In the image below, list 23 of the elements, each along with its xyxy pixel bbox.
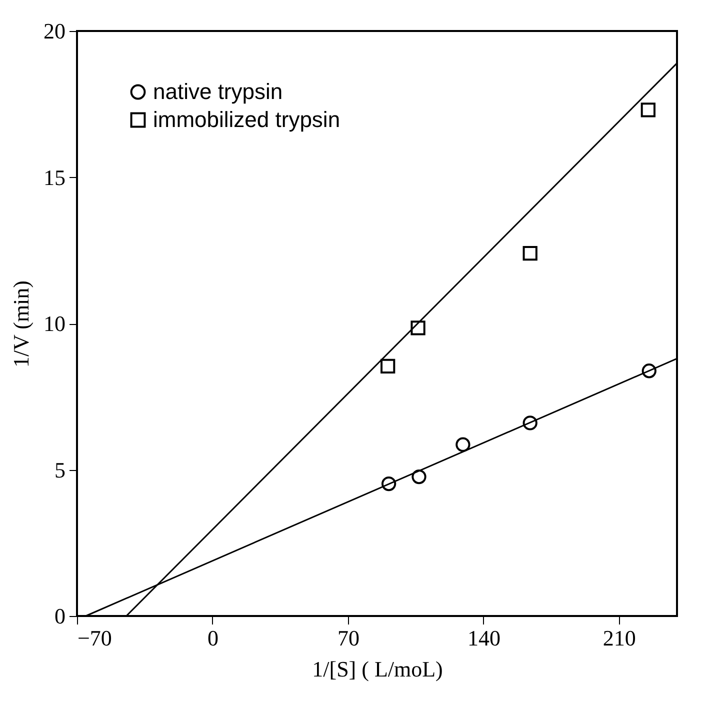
point — [410, 320, 426, 336]
x-tick-label: −70 — [78, 626, 112, 650]
point — [380, 358, 396, 374]
point — [381, 476, 396, 492]
y-tick-label: 15 — [44, 164, 66, 190]
legend-label: native trypsin — [153, 79, 283, 104]
legend-label: immobilized trypsin — [153, 107, 340, 132]
point — [412, 469, 426, 484]
point — [456, 437, 470, 452]
x-tick-label: 70 — [337, 626, 360, 650]
point — [522, 246, 538, 261]
y-axis-title: 1/V (min) — [8, 280, 34, 368]
x-tick-label: 210 — [602, 626, 636, 650]
x-tick-label: 140 — [467, 626, 500, 650]
y-tick-label: 0 — [54, 604, 66, 628]
y-tick-label: 10 — [44, 311, 66, 336]
y-tick-label: 5 — [54, 457, 66, 482]
point — [522, 416, 538, 430]
y-tick-label: 20 — [44, 18, 66, 44]
point — [640, 102, 656, 118]
x-tick-label: 0 — [207, 626, 218, 650]
x-axis-title: 1/[S] ( L/moL) — [312, 656, 443, 682]
point — [642, 364, 656, 378]
